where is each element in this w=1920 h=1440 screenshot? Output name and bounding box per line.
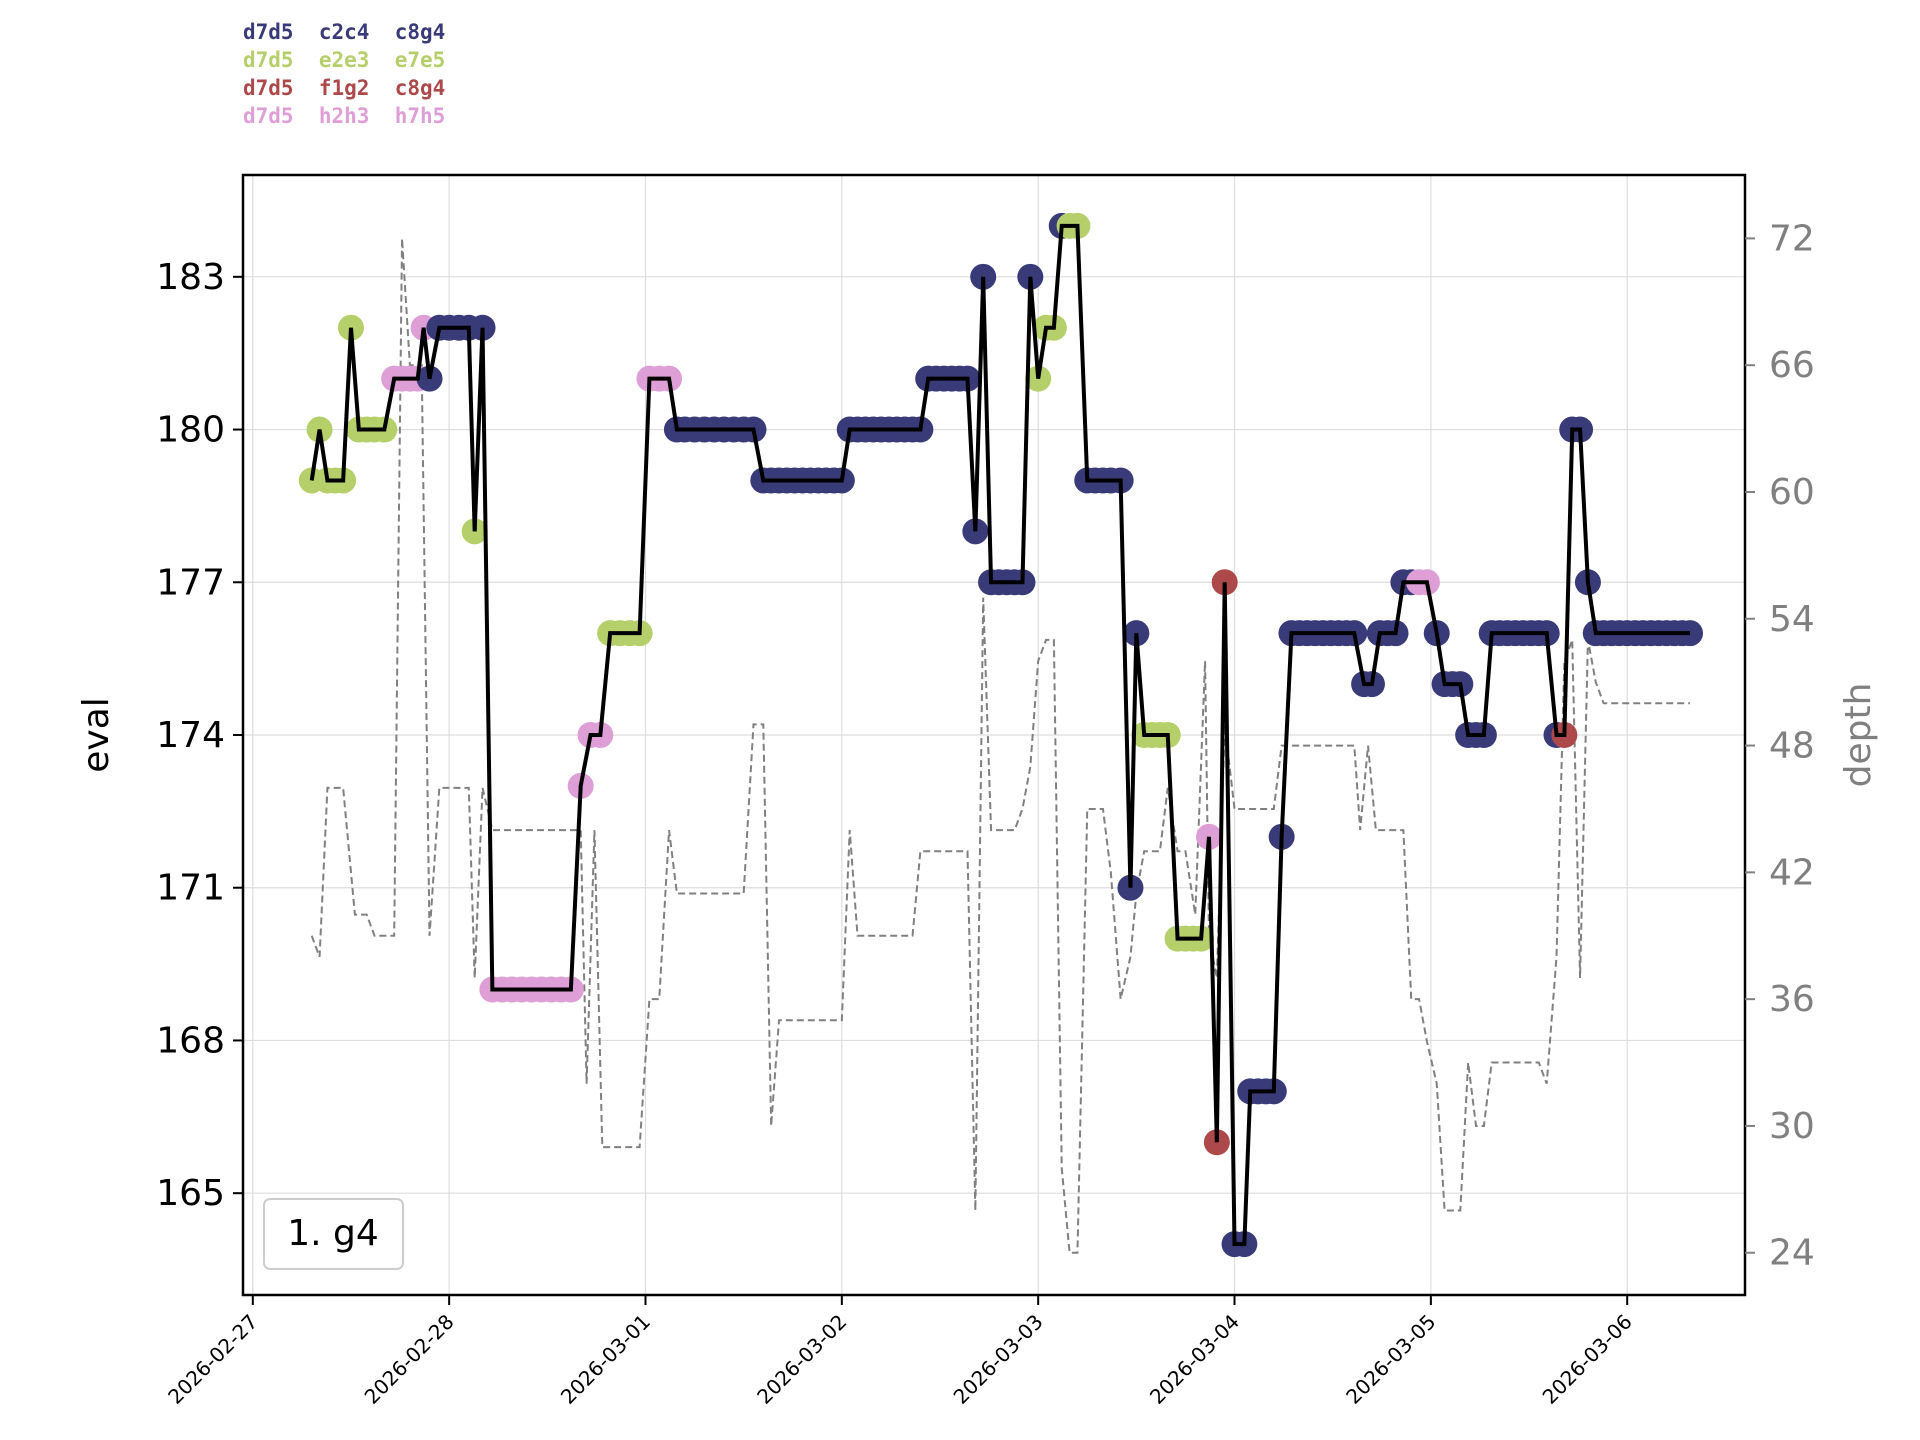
x-tick-label: 2026-03-04 <box>1145 1310 1244 1409</box>
y2-tick-label: 48 <box>1769 726 1815 767</box>
y2-tick-label: 66 <box>1769 345 1815 386</box>
y-tick-label: 168 <box>156 1020 225 1061</box>
legend-entry-3: d7d5 h2h3 h7h5 <box>243 104 445 128</box>
x-tick-label: 2026-03-03 <box>949 1310 1048 1409</box>
y2-tick-label: 54 <box>1769 599 1815 640</box>
y2-tick-label: 72 <box>1769 218 1815 259</box>
x-tick-label: 2026-03-02 <box>752 1310 851 1409</box>
annotation-text: 1. g4 <box>287 1213 379 1254</box>
depth-series <box>310 238 1691 1254</box>
y2-tick-label: 60 <box>1769 472 1815 513</box>
y2-axis-label: depth <box>1838 683 1879 788</box>
x-tick-label: 2026-03-06 <box>1538 1310 1637 1409</box>
y-tick-label: 174 <box>156 715 225 756</box>
legend-entry-1: d7d5 e2e3 e7e5 <box>243 48 445 72</box>
depth-line <box>310 238 1691 1254</box>
y-tick-label: 183 <box>156 257 225 298</box>
y2-tick-label: 30 <box>1769 1106 1815 1147</box>
x-tick-label: 2026-03-01 <box>556 1310 655 1409</box>
y-tick-label: 165 <box>156 1173 225 1214</box>
x-tick-label: 2026-02-27 <box>163 1310 262 1409</box>
legend-entry-0: d7d5 c2c4 c8g4 <box>243 20 445 44</box>
y-axis-left: 165 168 171 174 177 180 183 <box>156 257 243 1214</box>
y2-tick-label: 36 <box>1769 979 1815 1020</box>
x-tick-label: 2026-03-05 <box>1341 1310 1440 1409</box>
y-axis-label: eval <box>76 697 117 773</box>
y-tick-label: 177 <box>156 562 225 603</box>
y-axis-right: 24 30 36 42 48 54 60 66 72 <box>1745 218 1815 1274</box>
x-axis: 2026-02-27 2026-02-28 2026-03-01 2026-03-02… <box>163 1295 1637 1409</box>
y2-tick-label: 42 <box>1769 852 1815 893</box>
annotation-box: 1. g4 <box>263 1198 404 1270</box>
eval-series <box>298 212 1704 1258</box>
legend: d7d5 c2c4 c8g4 d7d5 e2e3 e7e5 d7d5 f1g2 … <box>243 20 445 128</box>
eval-line <box>309 223 1691 1247</box>
y-tick-label: 180 <box>156 410 225 451</box>
x-tick-label: 2026-02-28 <box>360 1310 459 1409</box>
legend-entry-2: d7d5 f1g2 c8g4 <box>243 76 445 100</box>
y-tick-label: 171 <box>156 868 225 909</box>
y2-tick-label: 24 <box>1769 1233 1815 1274</box>
